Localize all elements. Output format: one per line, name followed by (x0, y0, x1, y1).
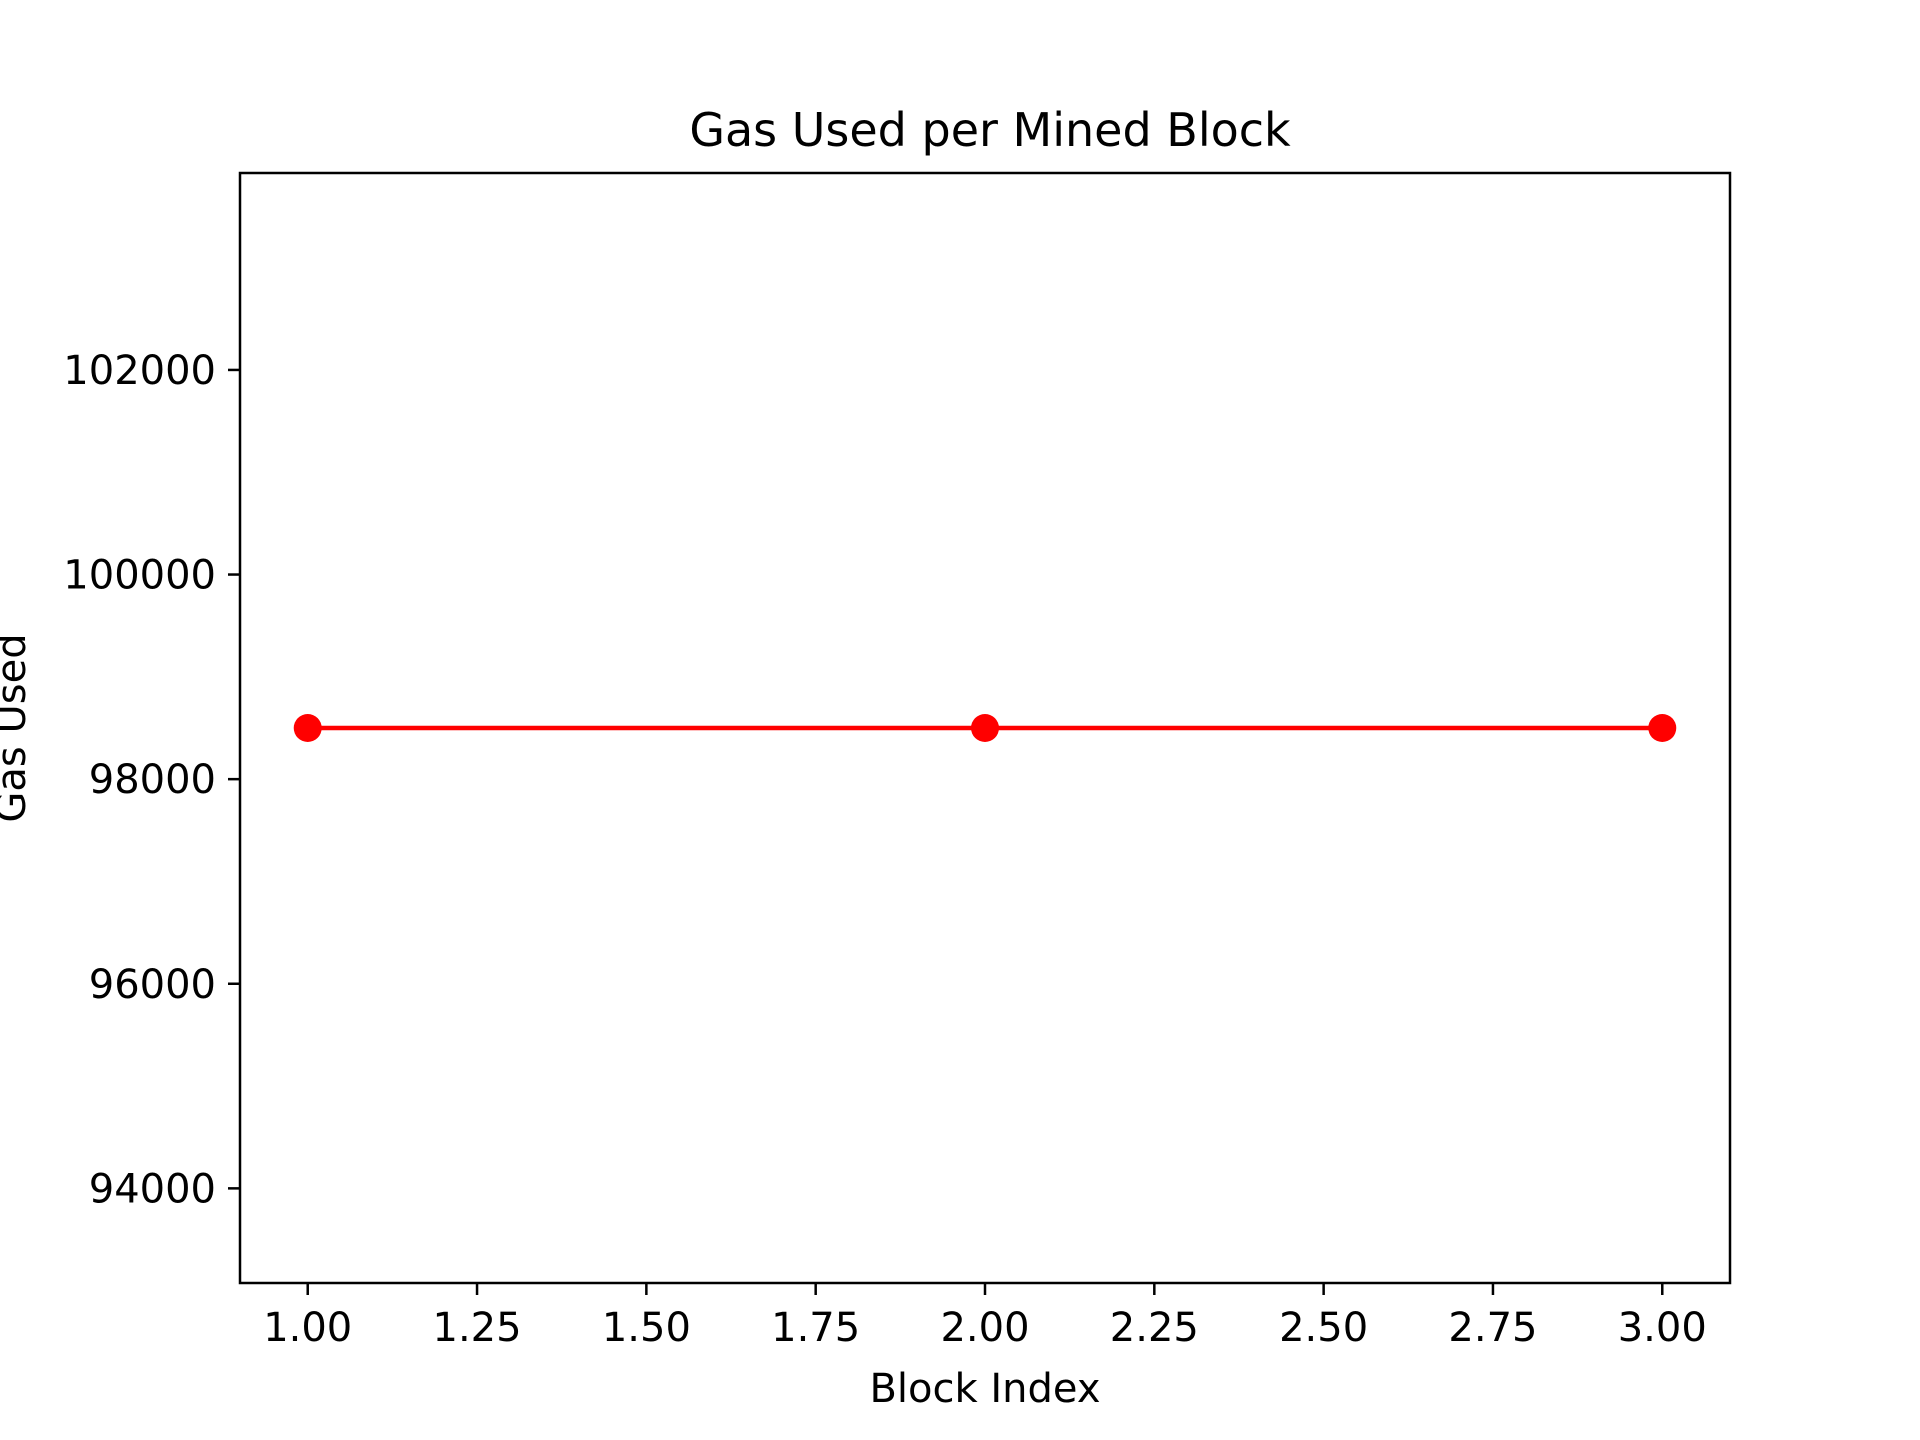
data-point-marker (293, 714, 322, 742)
x-axis-ticks: 1.00 1.25 1.50 1.75 2.00 2.25 2.50 2.75 3.00 (263, 1283, 1707, 1351)
x-tick-label: 1.00 (263, 1305, 352, 1351)
x-tick-label: 2.25 (1110, 1305, 1199, 1351)
x-axis-label: Block Index (869, 1366, 1100, 1412)
y-tick-label: 98000 (89, 757, 216, 803)
data-point-marker (971, 714, 999, 742)
series-layer (293, 714, 1677, 742)
x-tick-label: 2.50 (1279, 1305, 1368, 1351)
y-axis-label: Gas Used (0, 633, 35, 822)
x-tick-label: 1.25 (433, 1305, 522, 1351)
y-tick-label: 102000 (63, 348, 216, 394)
x-tick-label: 2.75 (1448, 1305, 1537, 1351)
chart-title: Gas Used per Mined Block (689, 103, 1291, 157)
y-axis-ticks: 94000 96000 98000 100000 102000 (63, 348, 240, 1212)
y-tick-label: 94000 (89, 1166, 216, 1212)
x-tick-label: 1.50 (602, 1305, 691, 1351)
y-tick-label: 96000 (89, 962, 216, 1008)
data-point-marker (1648, 714, 1677, 742)
y-tick-label: 100000 (63, 553, 216, 599)
x-tick-label: 1.75 (771, 1305, 860, 1351)
x-tick-label: 3.00 (1618, 1305, 1707, 1351)
x-tick-label: 2.00 (940, 1305, 1029, 1351)
